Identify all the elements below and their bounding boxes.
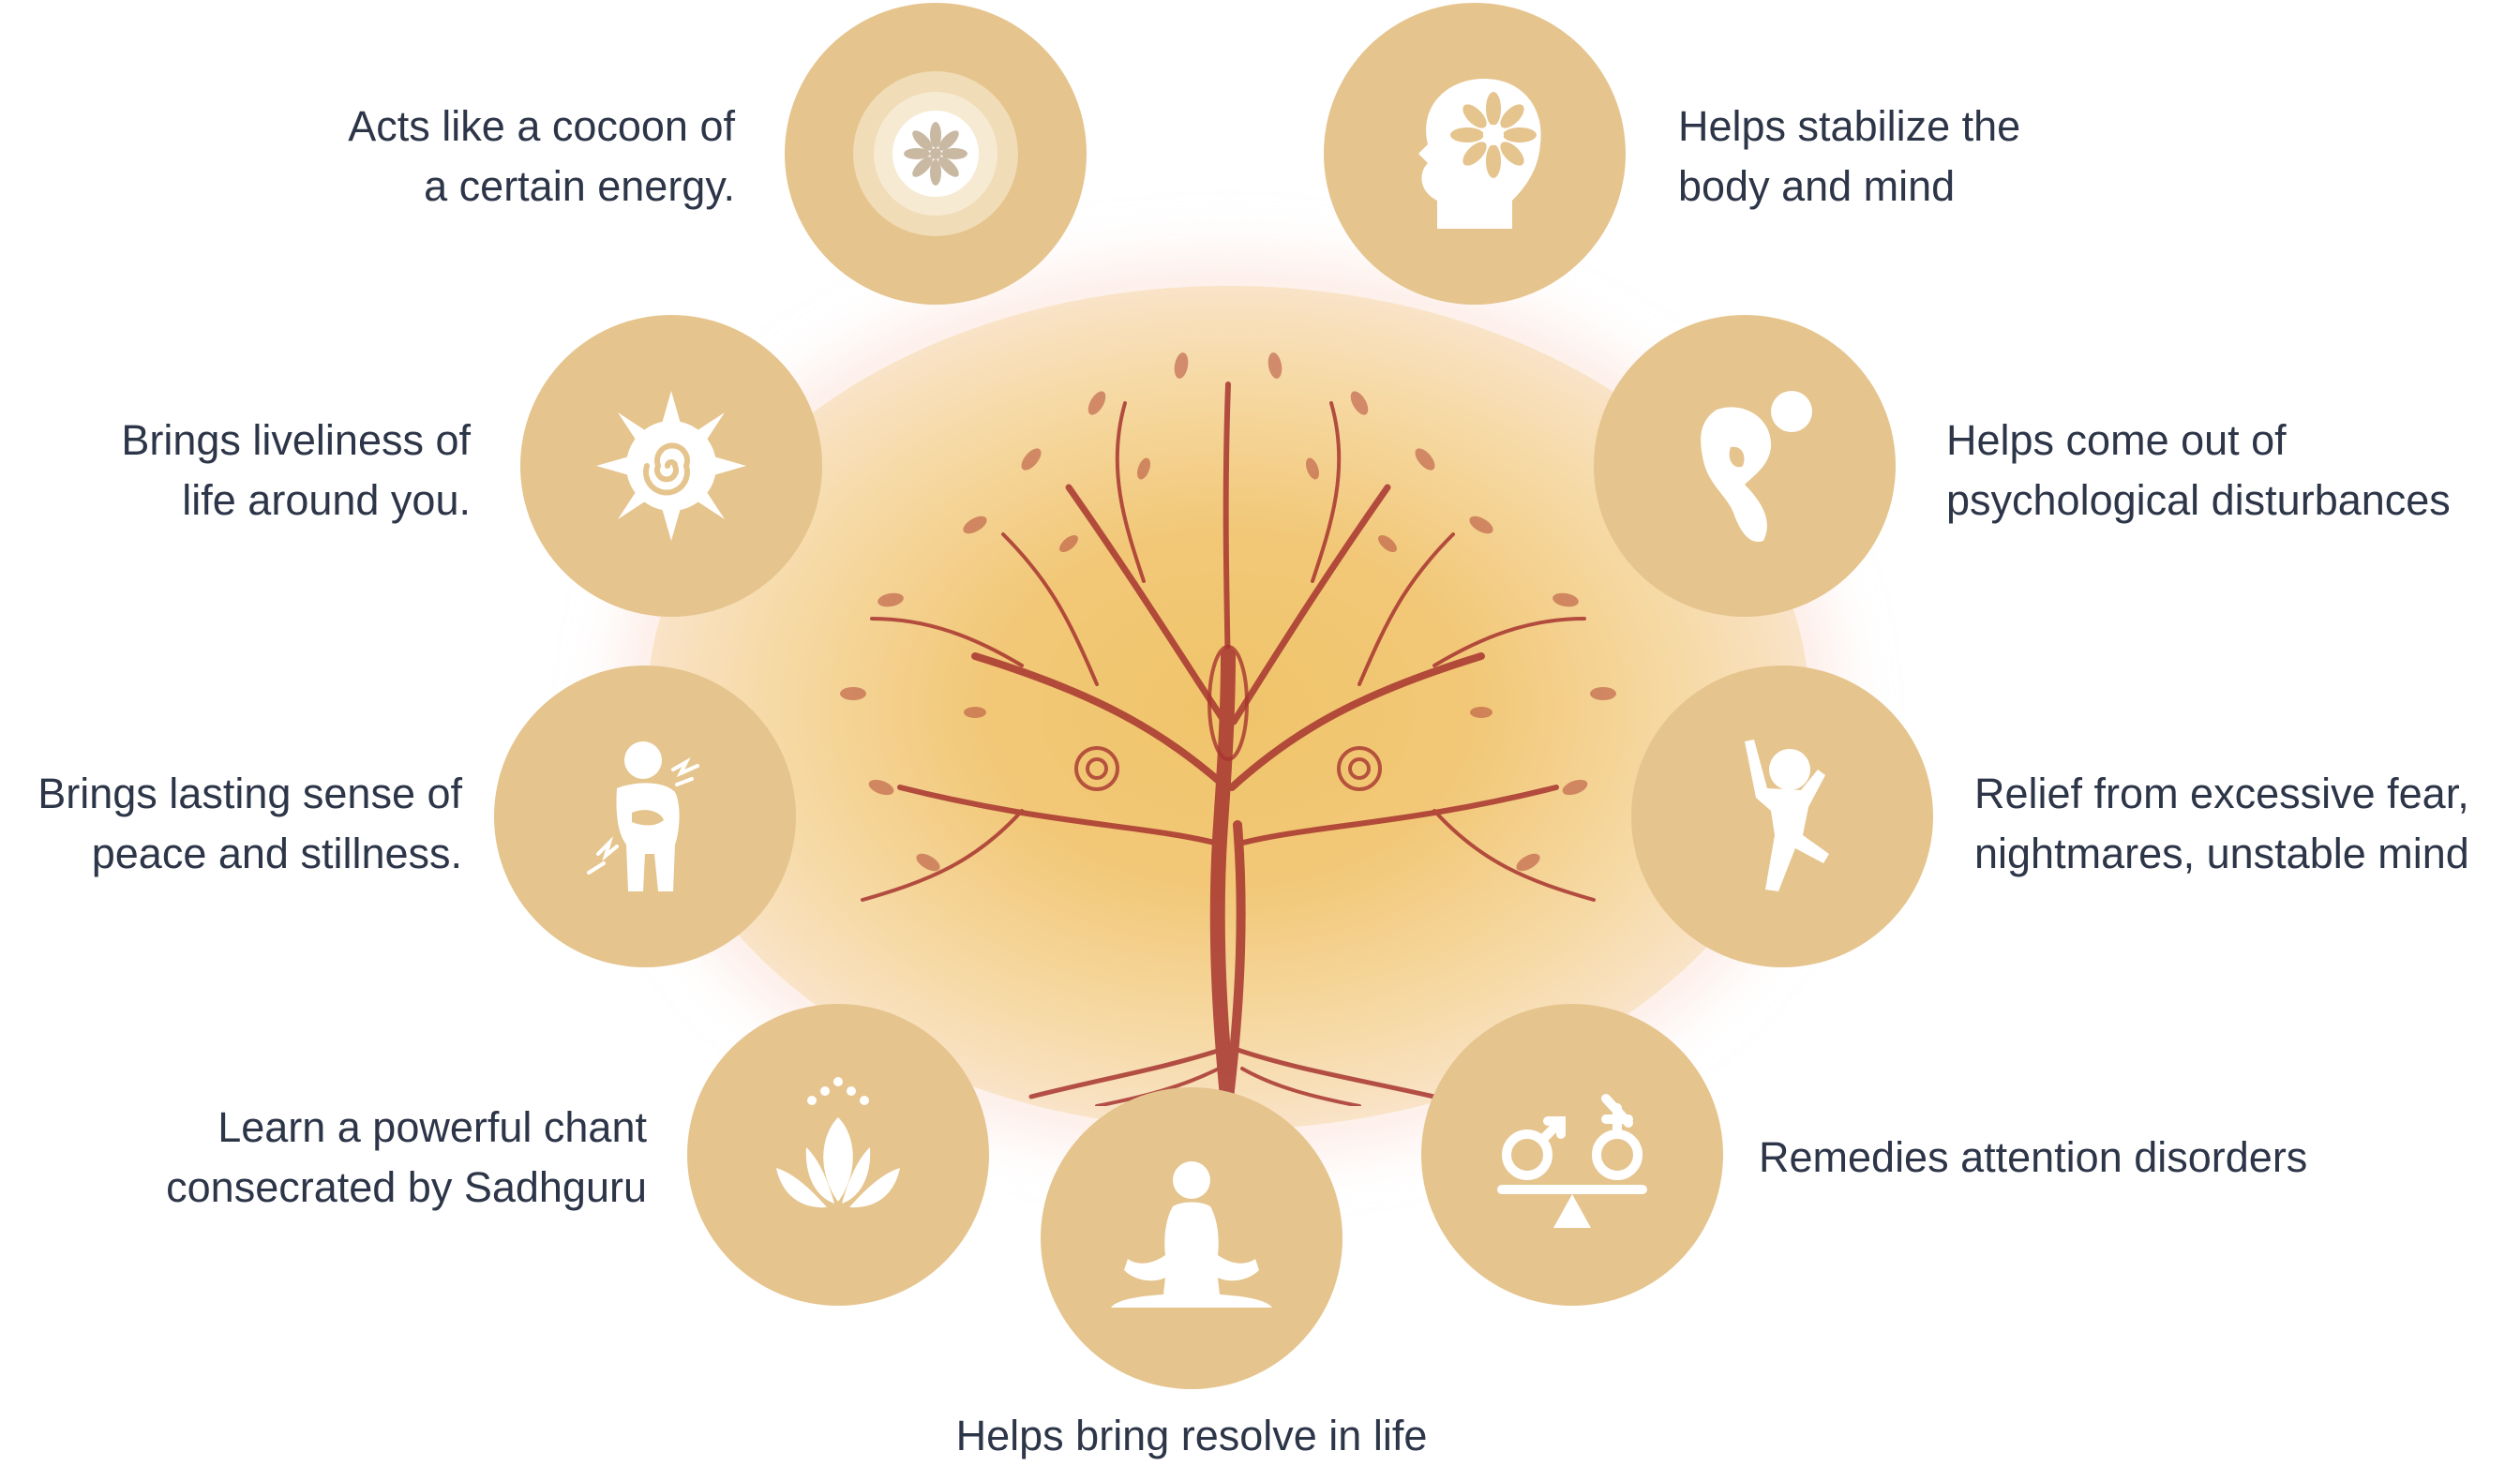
label-line: life around you. — [182, 476, 471, 524]
label-line: body and mind — [1678, 162, 1956, 210]
bent-figure-icon — [1701, 391, 1812, 542]
benefit-label-psychological: Helps come out of psychological disturba… — [1946, 411, 2451, 531]
benefit-circle-psychological — [1594, 315, 1896, 617]
head-flower-icon — [1418, 79, 1541, 229]
label-line: Brings liveliness of — [121, 416, 471, 464]
jumping-figure-icon — [1745, 740, 1829, 891]
benefit-label-stabilize: Helps stabilize the body and mind — [1678, 97, 2020, 217]
benefit-circle-liveliness — [520, 315, 822, 617]
label-line: Relief from excessive fear, — [1974, 770, 2469, 817]
benefit-circle-cocoon — [785, 3, 1087, 305]
label-line: nightmares, unstable mind — [1974, 830, 2469, 877]
label-line: Brings lasting sense of — [38, 770, 462, 817]
label-line: a certain energy. — [424, 162, 735, 210]
benefit-label-fear: Relief from excessive fear, nightmares, … — [1974, 764, 2469, 884]
benefit-circle-fear — [1631, 666, 1933, 967]
gender-balance-icon — [1497, 1094, 1647, 1228]
benefit-label-cocoon: Acts like a cocoon of a certain energy. — [348, 97, 735, 217]
label-line: peace and stillness. — [91, 830, 462, 877]
energy-cocoon-icon — [853, 71, 1018, 236]
lotus-icon — [776, 1077, 900, 1208]
meditation-icon — [1111, 1161, 1272, 1308]
benefit-circle-resolve — [1041, 1087, 1342, 1389]
benefit-circle-chant — [687, 1004, 989, 1306]
benefit-circle-peace — [494, 666, 796, 967]
label-line: Helps bring resolve in life — [955, 1412, 1428, 1459]
label-line: consecrated by Sadhguru — [166, 1163, 647, 1211]
label-line: Helps stabilize the — [1678, 102, 2021, 150]
tree-illustration — [840, 352, 1616, 1106]
label-line: Acts like a cocoon of — [348, 102, 735, 150]
benefit-label-chant: Learn a powerful chant consecrated by Sa… — [166, 1098, 647, 1218]
sun-spiral-icon — [596, 391, 746, 541]
benefit-label-liveliness: Brings liveliness of life around you. — [121, 411, 471, 531]
label-line: Helps come out of — [1946, 416, 2287, 464]
benefit-label-resolve: Helps bring resolve in life — [928, 1406, 1455, 1466]
label-line: Learn a powerful chant — [218, 1103, 647, 1151]
benefit-circle-attention — [1421, 1004, 1723, 1306]
pain-figure-icon — [587, 741, 699, 891]
benefit-label-attention: Remedies attention disorders — [1759, 1128, 2307, 1188]
benefit-label-peace: Brings lasting sense of peace and stilln… — [38, 764, 462, 884]
benefit-circle-stabilize — [1324, 3, 1626, 305]
label-line: psychological disturbances — [1946, 476, 2451, 524]
label-line: Remedies attention disorders — [1759, 1133, 2308, 1181]
